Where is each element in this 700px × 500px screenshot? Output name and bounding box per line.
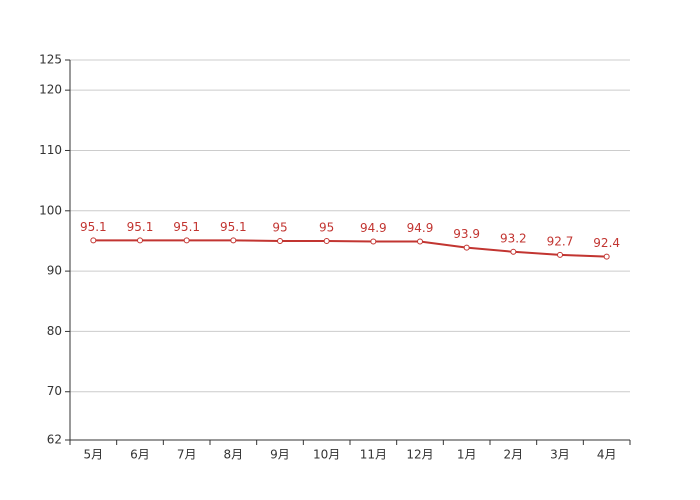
point [510, 248, 517, 255]
point [90, 237, 97, 244]
point [603, 253, 610, 260]
x-tick-label: 8月 [224, 448, 244, 462]
data-label: 94.9 [407, 221, 434, 235]
x-tick-label: 10月 [313, 448, 340, 462]
x-tick-label: 2月 [504, 448, 524, 462]
x-tick-label: 5月 [84, 448, 104, 462]
y-tick-label: 90 [47, 264, 62, 278]
x-tick-label: 6月 [130, 448, 150, 462]
point [557, 251, 563, 258]
point [137, 237, 143, 244]
x-tick-label: 7月 [177, 448, 197, 462]
x-tick-label: 9月 [270, 448, 290, 462]
data-label: 95.1 [173, 220, 200, 234]
x-tick-label: 1月 [457, 448, 477, 462]
x-tick-label: 4月 [597, 448, 617, 462]
y-tick-label: 120 [39, 83, 62, 97]
data-label: 93.9 [453, 227, 480, 241]
point [230, 237, 237, 244]
point [370, 238, 377, 245]
data-label: 92.4 [593, 236, 620, 250]
line [93, 239, 607, 258]
data-label: 95.1 [127, 220, 154, 234]
y-tick-label: 125 [39, 53, 62, 67]
data-label: 95.1 [80, 220, 107, 234]
data-label: 94.9 [360, 221, 387, 235]
x-tick-label: 3月 [550, 448, 570, 462]
point [323, 237, 330, 244]
y-tick-label: 62 [47, 433, 62, 447]
point [417, 238, 423, 245]
y-tick-label: 110 [39, 143, 62, 157]
x-tick-label: 12月 [406, 448, 433, 462]
data-label: 92.7 [547, 234, 574, 248]
y-tick-label: 80 [47, 324, 62, 338]
y-tick-label: 100 [39, 203, 62, 217]
point [277, 237, 283, 244]
data-label: 95 [319, 220, 334, 234]
point [463, 244, 470, 251]
x-tick-label: 11月 [360, 448, 387, 462]
data-label: 93.2 [500, 231, 527, 245]
data-label: 95.1 [220, 220, 247, 234]
y-tick-label: 70 [47, 384, 62, 398]
point [183, 237, 190, 244]
data-label: 95 [272, 220, 287, 234]
